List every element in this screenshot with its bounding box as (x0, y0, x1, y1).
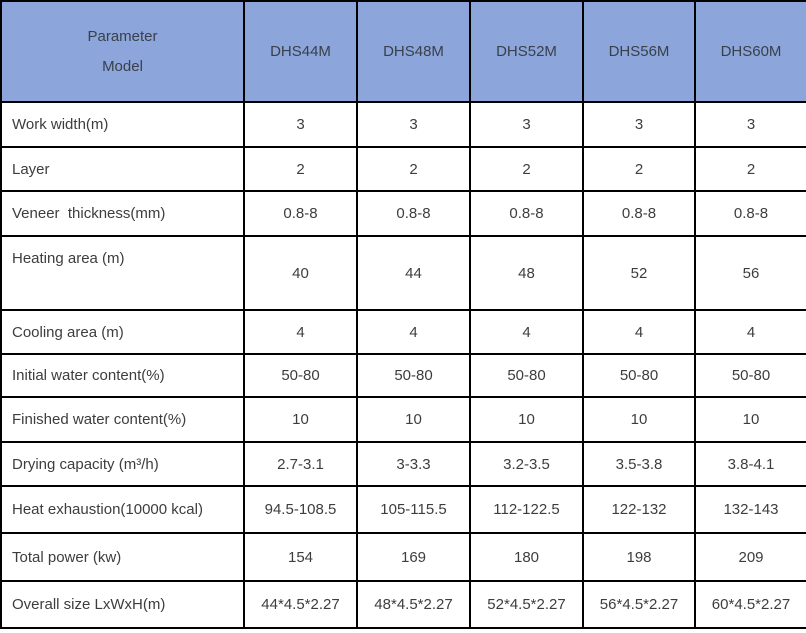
table-cell: 4 (582, 309, 696, 355)
table-cell: 10 (469, 396, 584, 443)
table-cell: 4 (243, 309, 358, 355)
table-cell: 50-80 (469, 353, 584, 398)
table-cell: 50-80 (582, 353, 696, 398)
table-cell: 40 (243, 235, 358, 311)
table-cell: 44 (356, 235, 471, 311)
table-cell: 4 (469, 309, 584, 355)
table-cell: 3 (694, 101, 806, 148)
table-row-finished-water-content: Finished water content(%) 10 10 10 10 10 (0, 396, 806, 443)
table-cell: 122-132 (582, 485, 696, 534)
table-cell: 52*4.5*2.27 (469, 580, 584, 629)
model-column-header-dhs48m: DHS48M (356, 0, 471, 103)
row-label: Cooling area (m) (0, 309, 245, 355)
table-cell: 198 (582, 532, 696, 582)
table-cell: 0.8-8 (582, 190, 696, 237)
table-row-drying-capacity: Drying capacity (m³/h) 2.7-3.1 3-3.3 3.2… (0, 441, 806, 487)
table-cell: 2 (243, 146, 358, 192)
table-cell: 50-80 (356, 353, 471, 398)
table-cell: 50-80 (243, 353, 358, 398)
table-cell: 2.7-3.1 (243, 441, 358, 487)
table-cell: 169 (356, 532, 471, 582)
table-row-layer: Layer 2 2 2 2 2 (0, 146, 806, 192)
table-cell: 4 (694, 309, 806, 355)
corner-header-cell: Parameter Model (0, 0, 245, 103)
table-row-heat-exhaustion: Heat exhaustion(10000 kcal) 94.5-108.5 1… (0, 485, 806, 534)
table-cell: 56 (694, 235, 806, 311)
corner-parameter-label: Parameter (87, 27, 158, 45)
table-cell: 3 (243, 101, 358, 148)
table-cell: 180 (469, 532, 584, 582)
table-cell: 48 (469, 235, 584, 311)
table-cell: 132-143 (694, 485, 806, 534)
table-cell: 3-3.3 (356, 441, 471, 487)
table-cell: 44*4.5*2.27 (243, 580, 358, 629)
model-column-header-dhs60m: DHS60M (694, 0, 806, 103)
model-column-header-dhs44m: DHS44M (243, 0, 358, 103)
table-cell: 4 (356, 309, 471, 355)
table-cell: 2 (356, 146, 471, 192)
table-cell: 209 (694, 532, 806, 582)
row-label: Heat exhaustion(10000 kcal) (0, 485, 245, 534)
row-label: Total power (kw) (0, 532, 245, 582)
table-cell: 56*4.5*2.27 (582, 580, 696, 629)
table-cell: 3.2-3.5 (469, 441, 584, 487)
table-cell: 10 (694, 396, 806, 443)
table-cell: 10 (243, 396, 358, 443)
row-label: Veneer thickness(mm) (0, 190, 245, 237)
table-cell: 3 (469, 101, 584, 148)
header-row: Parameter Model DHS44M DHS48M DHS52M DHS… (0, 0, 806, 103)
table-row-total-power: Total power (kw) 154 169 180 198 209 (0, 532, 806, 582)
table-row-initial-water-content: Initial water content(%) 50-80 50-80 50-… (0, 353, 806, 398)
table-cell: 48*4.5*2.27 (356, 580, 471, 629)
table-row-cooling-area: Cooling area (m) 4 4 4 4 4 (0, 309, 806, 355)
table-cell: 3 (582, 101, 696, 148)
table-cell: 10 (356, 396, 471, 443)
row-label: Finished water content(%) (0, 396, 245, 443)
table-cell: 3.5-3.8 (582, 441, 696, 487)
table-cell: 10 (582, 396, 696, 443)
table-cell: 0.8-8 (356, 190, 471, 237)
table-row-heating-area: Heating area (m) 40 44 48 52 56 (0, 235, 806, 311)
table-cell: 50-80 (694, 353, 806, 398)
model-column-header-dhs56m: DHS56M (582, 0, 696, 103)
table-cell: 2 (582, 146, 696, 192)
row-label: Work width(m) (0, 101, 245, 148)
table-header: Parameter Model DHS44M DHS48M DHS52M DHS… (0, 0, 806, 103)
table-cell: 105-115.5 (356, 485, 471, 534)
table-cell: 60*4.5*2.27 (694, 580, 806, 629)
row-label: Initial water content(%) (0, 353, 245, 398)
table-row-work-width: Work width(m) 3 3 3 3 3 (0, 101, 806, 148)
row-label: Heating area (m) (0, 235, 245, 311)
model-column-header-dhs52m: DHS52M (469, 0, 584, 103)
table-cell: 154 (243, 532, 358, 582)
table-cell: 3 (356, 101, 471, 148)
table-cell: 0.8-8 (469, 190, 584, 237)
table-cell: 2 (469, 146, 584, 192)
table-row-veneer-thickness: Veneer thickness(mm) 0.8-8 0.8-8 0.8-8 0… (0, 190, 806, 237)
table-cell: 0.8-8 (694, 190, 806, 237)
table-cell: 0.8-8 (243, 190, 358, 237)
corner-model-label: Model (102, 57, 143, 75)
table-cell: 3.8-4.1 (694, 441, 806, 487)
row-label: Layer (0, 146, 245, 192)
row-label: Overall size LxWxH(m) (0, 580, 245, 629)
table-cell: 52 (582, 235, 696, 311)
row-label: Drying capacity (m³/h) (0, 441, 245, 487)
table-cell: 94.5-108.5 (243, 485, 358, 534)
table-row-overall-size: Overall size LxWxH(m) 44*4.5*2.27 48*4.5… (0, 580, 806, 629)
table-cell: 112-122.5 (469, 485, 584, 534)
table-body: Work width(m) 3 3 3 3 3 Layer 2 2 2 2 2 … (0, 101, 806, 629)
table-cell: 2 (694, 146, 806, 192)
